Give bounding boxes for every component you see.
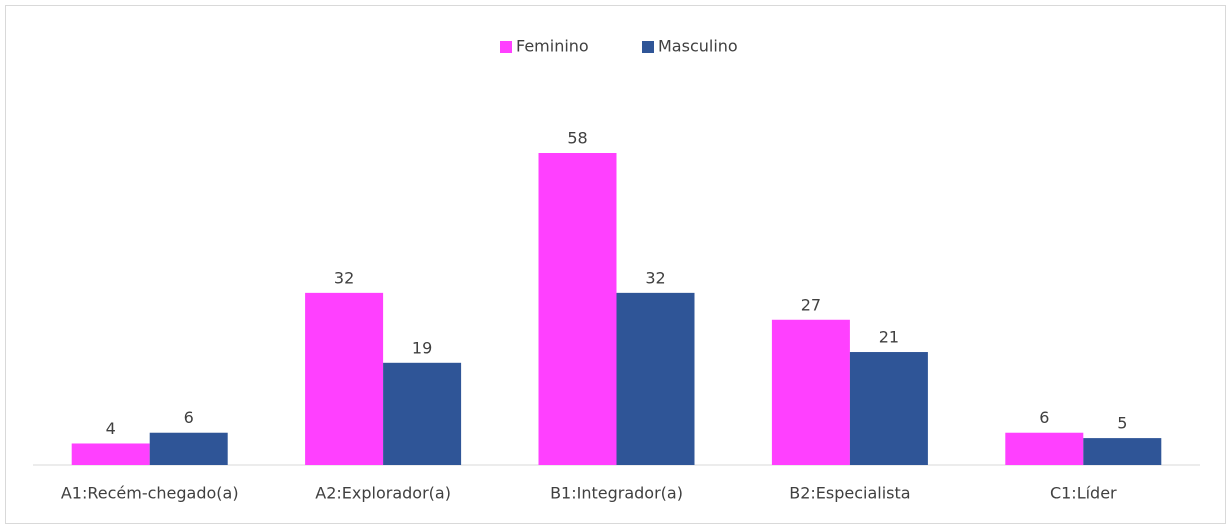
data-label: 5 bbox=[1117, 414, 1127, 433]
bar bbox=[538, 153, 617, 465]
data-label: 6 bbox=[1039, 408, 1049, 427]
legend-label: Masculino bbox=[658, 37, 738, 56]
x-tick-label: C1:Líder bbox=[1050, 484, 1117, 503]
data-label: 58 bbox=[567, 129, 587, 148]
data-label: 27 bbox=[801, 295, 821, 314]
bar bbox=[771, 319, 850, 465]
legend-label: Feminino bbox=[516, 37, 589, 56]
data-label: 32 bbox=[645, 268, 665, 287]
x-tick-label: B1:Integrador(a) bbox=[550, 484, 683, 503]
bar bbox=[383, 362, 462, 465]
bar bbox=[1005, 432, 1084, 465]
legend-swatch bbox=[642, 41, 654, 53]
bar bbox=[849, 352, 928, 465]
data-label: 21 bbox=[879, 328, 899, 347]
legend-swatch bbox=[500, 41, 512, 53]
bar bbox=[1083, 438, 1162, 465]
x-tick-label: A2:Explorador(a) bbox=[315, 484, 451, 503]
bar bbox=[616, 292, 695, 465]
data-label: 32 bbox=[334, 268, 354, 287]
data-label: 6 bbox=[184, 408, 194, 427]
data-label: 19 bbox=[412, 338, 432, 357]
bar bbox=[149, 432, 228, 465]
x-tick-label: B2:Especialista bbox=[789, 484, 910, 503]
x-tick-label: A1:Recém-chegado(a) bbox=[61, 484, 239, 503]
bar bbox=[305, 292, 384, 465]
data-label: 4 bbox=[106, 419, 116, 438]
bar bbox=[71, 443, 150, 465]
